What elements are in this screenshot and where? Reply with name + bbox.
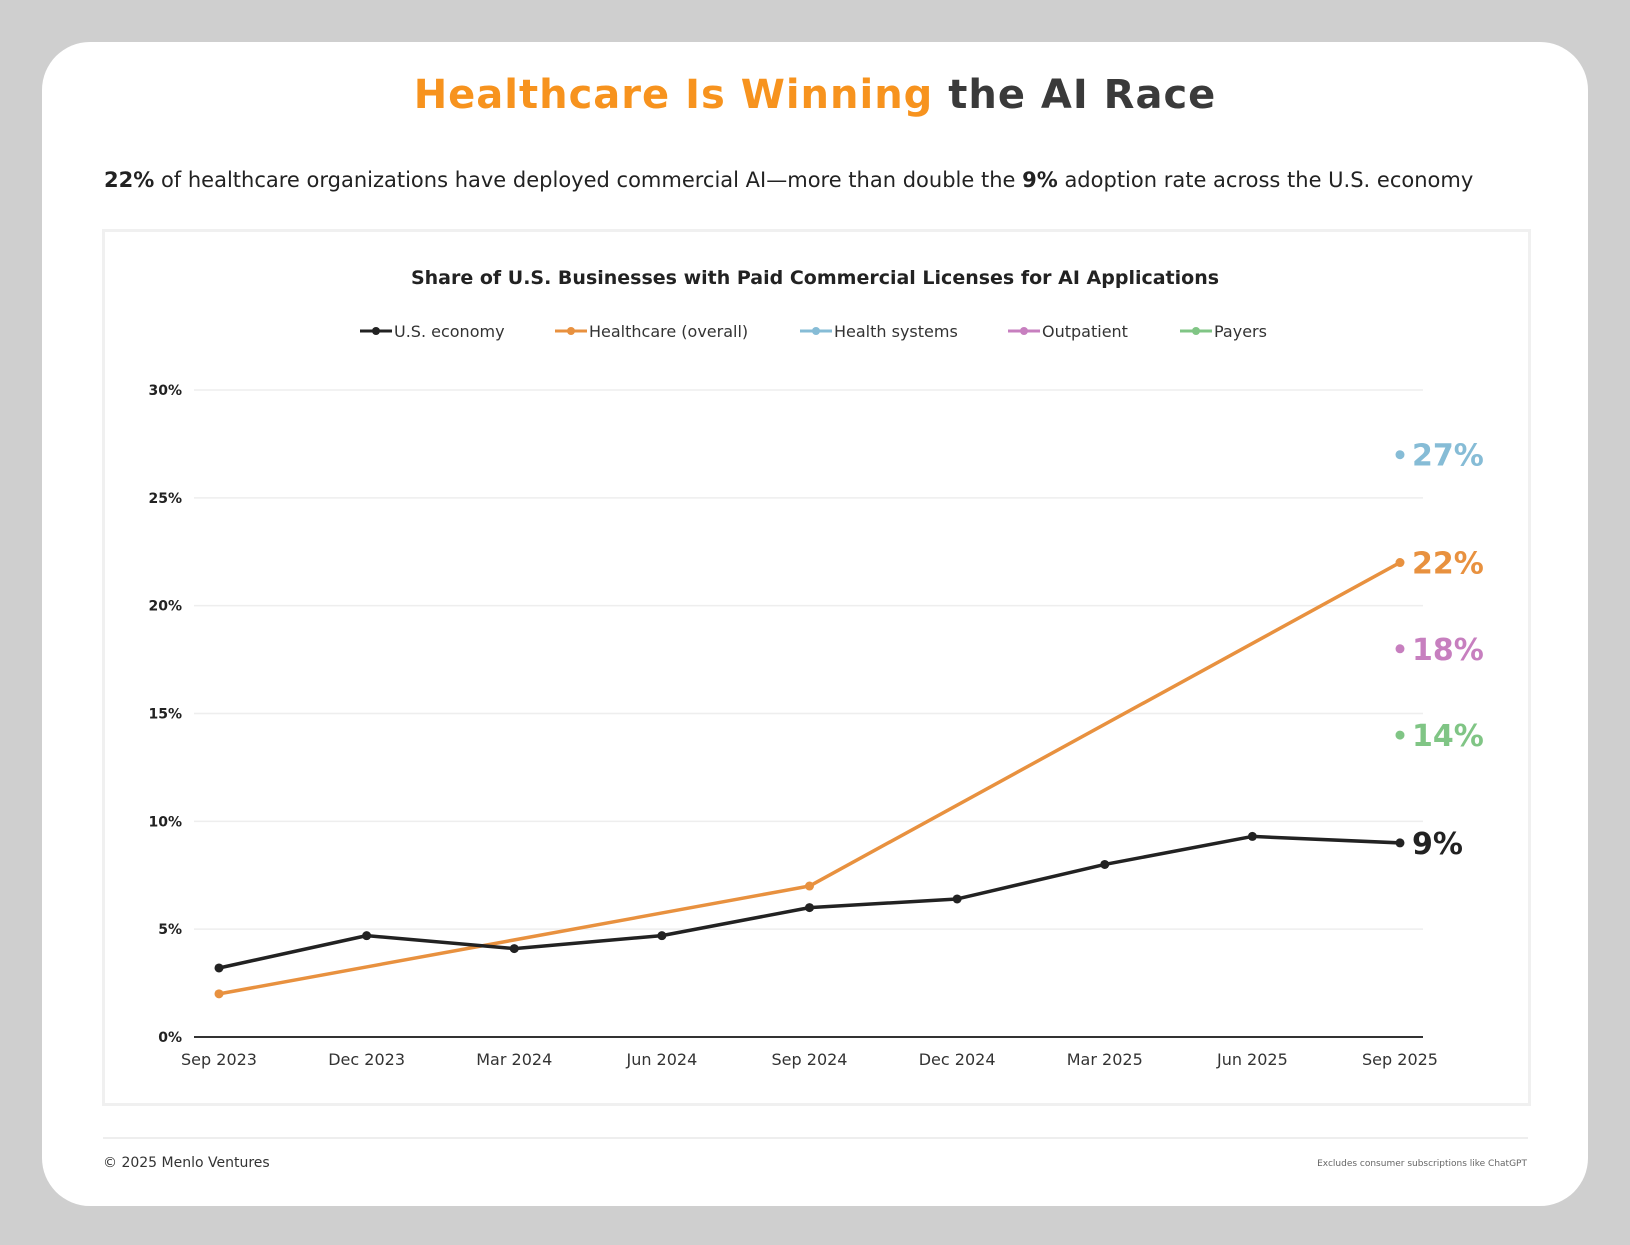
y-tick-label: 0% [158, 1030, 182, 1046]
y-tick-label: 20% [148, 599, 182, 615]
data-point-0 [1395, 838, 1405, 848]
y-tick-label: 15% [148, 707, 182, 723]
data-point-0 [657, 931, 667, 941]
card [42, 42, 1588, 1206]
y-tick-label: 30% [148, 383, 182, 399]
y-tick-label: 10% [148, 814, 182, 830]
legend-label-3: Outpatient [1042, 322, 1128, 341]
x-tick-label: Sep 2025 [1362, 1050, 1438, 1069]
data-point-0 [509, 944, 519, 954]
data-point-2 [1395, 450, 1405, 460]
footnote: Excludes consumer subscriptions like Cha… [1317, 1159, 1527, 1169]
page-title: Healthcare Is Winning the AI Race [0, 72, 1630, 118]
chart-title: Share of U.S. Businesses with Paid Comme… [411, 267, 1219, 289]
x-tick-label: Sep 2023 [181, 1050, 257, 1069]
subtitle-stat-healthcare: 22% [104, 168, 155, 192]
legend-marker-0 [372, 327, 380, 335]
chart-frame [102, 229, 1531, 1106]
end-label-3: 18% [1412, 633, 1484, 668]
data-point-0 [1247, 831, 1257, 841]
subtitle-text-end: adoption rate across the U.S. economy [1057, 168, 1474, 192]
title-highlight: Healthcare Is Winning [413, 72, 934, 118]
legend-marker-2 [812, 327, 820, 335]
series-line-0 [218, 834, 1401, 970]
x-tick-label: Jun 2025 [1216, 1050, 1288, 1069]
end-label-0: 9% [1412, 827, 1463, 862]
x-tick-label: Dec 2023 [328, 1050, 405, 1069]
legend-label-1: Healthcare (overall) [589, 322, 748, 341]
legend-label-4: Payers [1214, 322, 1267, 341]
data-point-0 [1100, 859, 1110, 869]
copyright: © 2025 Menlo Ventures [103, 1155, 270, 1171]
end-label-1: 22% [1412, 547, 1484, 582]
x-tick-label: Mar 2024 [476, 1050, 552, 1069]
y-tick-label: 5% [158, 922, 182, 938]
title-rest: the AI Race [933, 72, 1217, 118]
footer-divider [103, 1137, 1528, 1139]
legend-label-0: U.S. economy [394, 322, 505, 341]
data-point-0 [952, 894, 962, 904]
legend-label-2: Health systems [834, 322, 958, 341]
x-tick-label: Sep 2024 [772, 1050, 848, 1069]
y-tick-label: 25% [148, 491, 182, 507]
end-label-2: 27% [1412, 439, 1484, 474]
data-point-1 [1395, 558, 1405, 568]
data-point-1 [805, 881, 814, 891]
data-point-3 [1395, 644, 1405, 654]
end-label-4: 14% [1412, 719, 1484, 754]
subtitle: 22% of healthcare organizations have dep… [104, 168, 1473, 192]
data-point-0 [214, 963, 224, 973]
x-tick-label: Dec 2024 [919, 1050, 996, 1069]
x-tick-label: Mar 2025 [1067, 1050, 1143, 1069]
x-tick-label: Jun 2024 [625, 1050, 697, 1069]
legend-marker-3 [1020, 327, 1028, 335]
subtitle-text: of healthcare organizations have deploye… [154, 168, 1023, 192]
legend-marker-4 [1192, 327, 1200, 335]
data-point-0 [362, 931, 372, 941]
data-point-0 [805, 903, 814, 913]
data-point-4 [1395, 730, 1405, 740]
subtitle-stat-economy: 9% [1022, 168, 1058, 192]
data-point-1 [214, 989, 224, 999]
legend-marker-1 [567, 327, 575, 335]
